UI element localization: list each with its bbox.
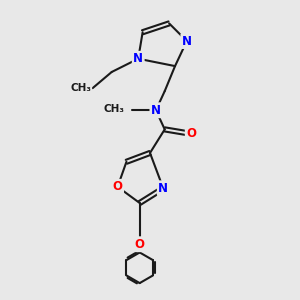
Text: CH₃: CH₃	[104, 104, 125, 114]
Text: N: N	[133, 52, 143, 65]
Text: N: N	[151, 104, 161, 117]
Text: O: O	[135, 238, 145, 251]
Text: O: O	[186, 127, 196, 140]
Text: CH₃: CH₃	[70, 83, 91, 93]
Text: O: O	[112, 180, 123, 193]
Text: N: N	[182, 34, 192, 48]
Text: N: N	[158, 182, 168, 195]
